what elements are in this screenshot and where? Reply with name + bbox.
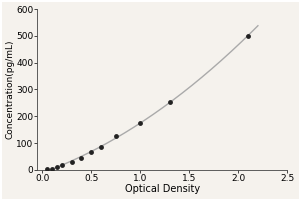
Point (113, 135, 118, 138)
Point (79, 156, 84, 159)
Point (89, 151, 94, 154)
Point (99, 146, 103, 149)
Point (246, 34, 250, 37)
Point (138, 121, 143, 125)
X-axis label: Optical Density: Optical Density (125, 184, 200, 194)
Point (69, 161, 74, 164)
Point (55, 166, 59, 169)
Point (45, 168, 50, 171)
Point (50, 167, 55, 170)
Y-axis label: Concentration(pg/mL): Concentration(pg/mL) (6, 40, 15, 139)
Point (167, 100, 172, 103)
Point (59, 163, 64, 167)
